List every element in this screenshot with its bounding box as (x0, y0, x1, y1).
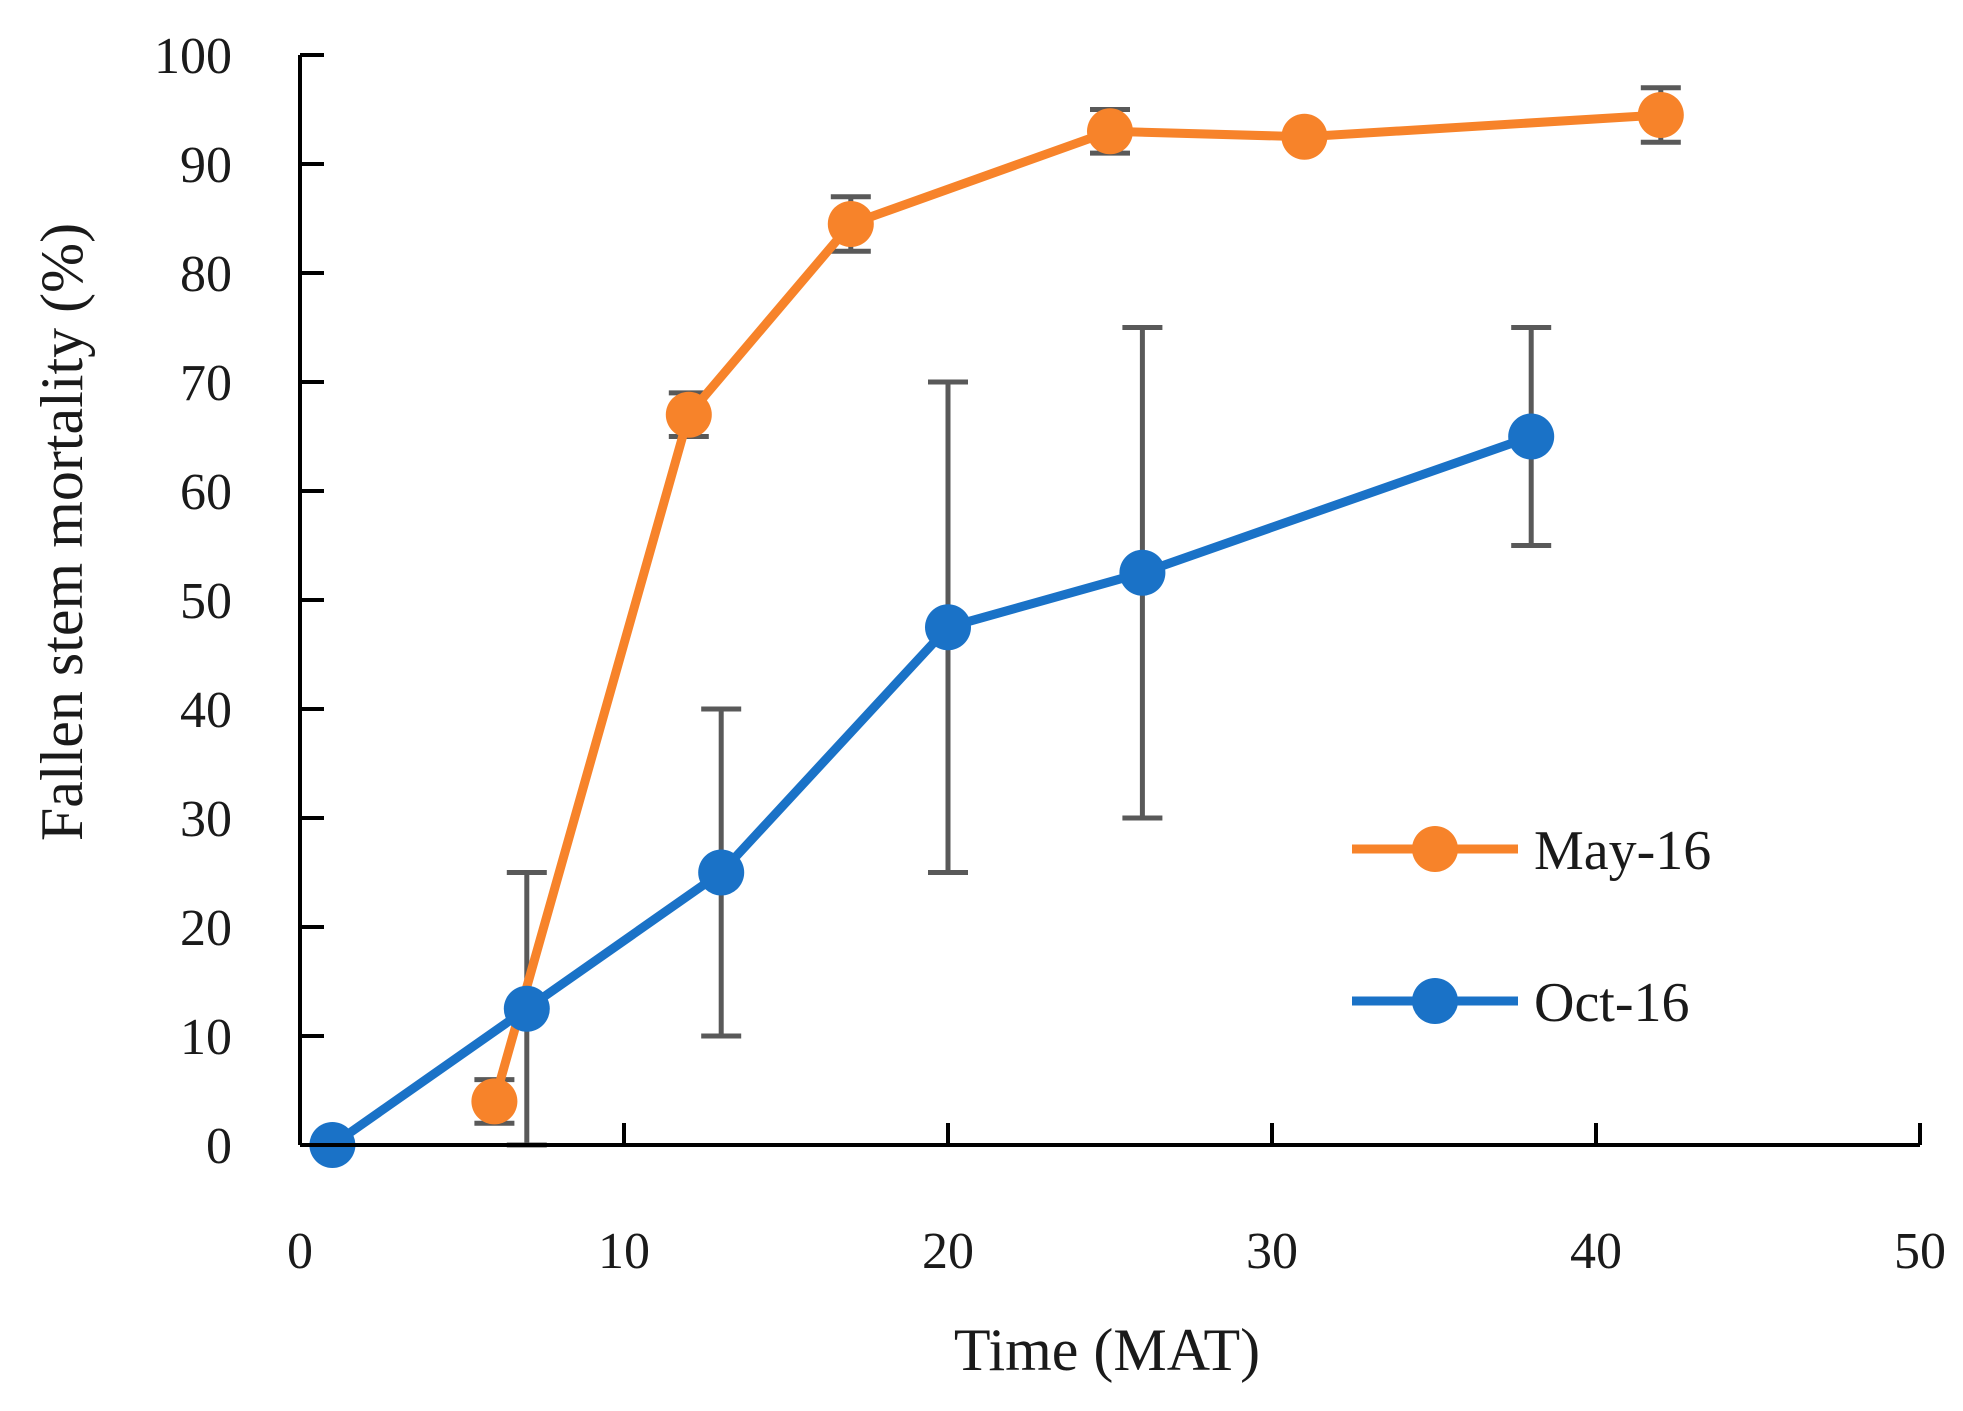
y-tick-label: 100 (154, 28, 232, 85)
series-line-may-16 (490, 110, 1662, 1103)
x-tick-label: 0 (287, 1223, 313, 1280)
x-tick-label: 40 (1570, 1223, 1622, 1280)
y-tick-label: 60 (180, 464, 232, 521)
y-tick-label: 0 (206, 1118, 232, 1175)
legend-marker-oct-16 (1412, 978, 1458, 1024)
data-point-oct-16 (503, 985, 550, 1032)
data-point-oct-16 (1508, 413, 1555, 460)
axes: 0 10 20 30 40 50 0 10 20 30 40 50 60 70 80 90 100 (154, 28, 1946, 1280)
series-oct-16 (309, 413, 1555, 1168)
legend-item-oct-16: Oct-16 (1352, 972, 1690, 1034)
series-lines (309, 91, 1684, 1168)
x-axis-title: Time (MAT) (954, 1317, 1260, 1383)
data-point-may-16 (1637, 91, 1684, 138)
y-tick-label: 80 (180, 246, 232, 303)
legend-label-may-16: May-16 (1534, 820, 1711, 882)
y-tick-label: 20 (180, 900, 232, 957)
data-point-oct-16 (1119, 549, 1166, 596)
y-axis-title: Fallen stem mortality (%) (29, 223, 95, 841)
legend-marker-may-16 (1412, 826, 1458, 872)
data-point-may-16 (1087, 108, 1133, 155)
x-tick-label: 50 (1894, 1223, 1946, 1280)
y-tick-label: 40 (180, 682, 232, 739)
legend-label-oct-16: Oct-16 (1534, 972, 1690, 1034)
data-point-may-16 (827, 200, 874, 247)
y-tick-label: 10 (180, 1009, 232, 1066)
data-point-oct-16 (925, 604, 971, 651)
legend-item-may-16: May-16 (1352, 820, 1711, 882)
x-tick-label: 30 (1246, 1223, 1298, 1280)
data-point-may-16 (471, 1078, 518, 1125)
data-point-may-16 (665, 391, 712, 438)
legend: May-16 Oct-16 (1352, 820, 1711, 1034)
y-tick-label: 90 (180, 137, 232, 194)
x-tick-label: 20 (922, 1223, 974, 1280)
data-point-may-16 (1281, 113, 1328, 160)
x-tick-label: 10 (598, 1223, 650, 1280)
y-tick-label: 70 (180, 355, 232, 412)
series-may-16 (471, 91, 1684, 1125)
y-tick-label: 50 (180, 573, 232, 630)
error-bars (474, 85, 1681, 1148)
series-line-oct-16 (329, 432, 1533, 1149)
data-point-oct-16 (698, 849, 745, 896)
y-tick-label: 30 (180, 791, 232, 848)
